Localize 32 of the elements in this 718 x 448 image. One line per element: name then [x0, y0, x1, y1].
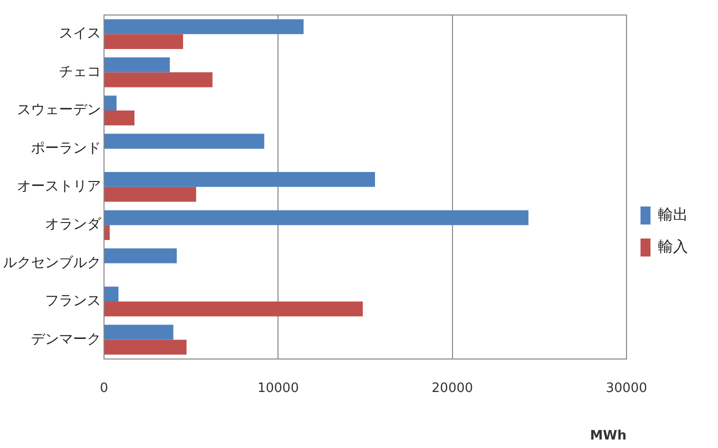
bar: [104, 134, 264, 149]
bar: [104, 186, 196, 202]
x-axis-title: MWh: [590, 428, 626, 444]
legend-label: 輸入: [658, 237, 688, 256]
y-tick-label: スイス: [59, 26, 101, 42]
y-tick-label: ルクセンブルク: [3, 254, 101, 271]
bar: [104, 340, 187, 355]
y-tick-label: チェコ: [59, 64, 101, 80]
bar: [104, 110, 134, 126]
y-tick-label: オランダ: [45, 216, 102, 233]
bar: [104, 286, 118, 302]
bar: [104, 210, 528, 226]
y-tick-label: ポーランド: [31, 140, 101, 156]
legend-label: 輸出: [658, 205, 688, 224]
bar: [104, 19, 304, 34]
y-tick-label: デンマーク: [31, 331, 101, 348]
y-tick-label: オーストリア: [17, 178, 101, 195]
x-tick-label: 10000: [257, 380, 299, 396]
bar: [104, 248, 177, 264]
x-tick-label: 20000: [432, 380, 474, 396]
bar: [104, 302, 363, 316]
y-tick-label: スウェーデン: [17, 102, 101, 118]
bar: [104, 324, 174, 340]
bar: [104, 225, 110, 240]
bar: [104, 72, 213, 88]
y-tick-label: フランス: [45, 293, 101, 310]
bar: [104, 34, 184, 49]
bar: [104, 172, 376, 187]
x-tick-label: 0: [100, 380, 108, 396]
bar: [104, 57, 170, 72]
x-tick-label: 30000: [606, 380, 648, 396]
bar: [104, 96, 117, 110]
